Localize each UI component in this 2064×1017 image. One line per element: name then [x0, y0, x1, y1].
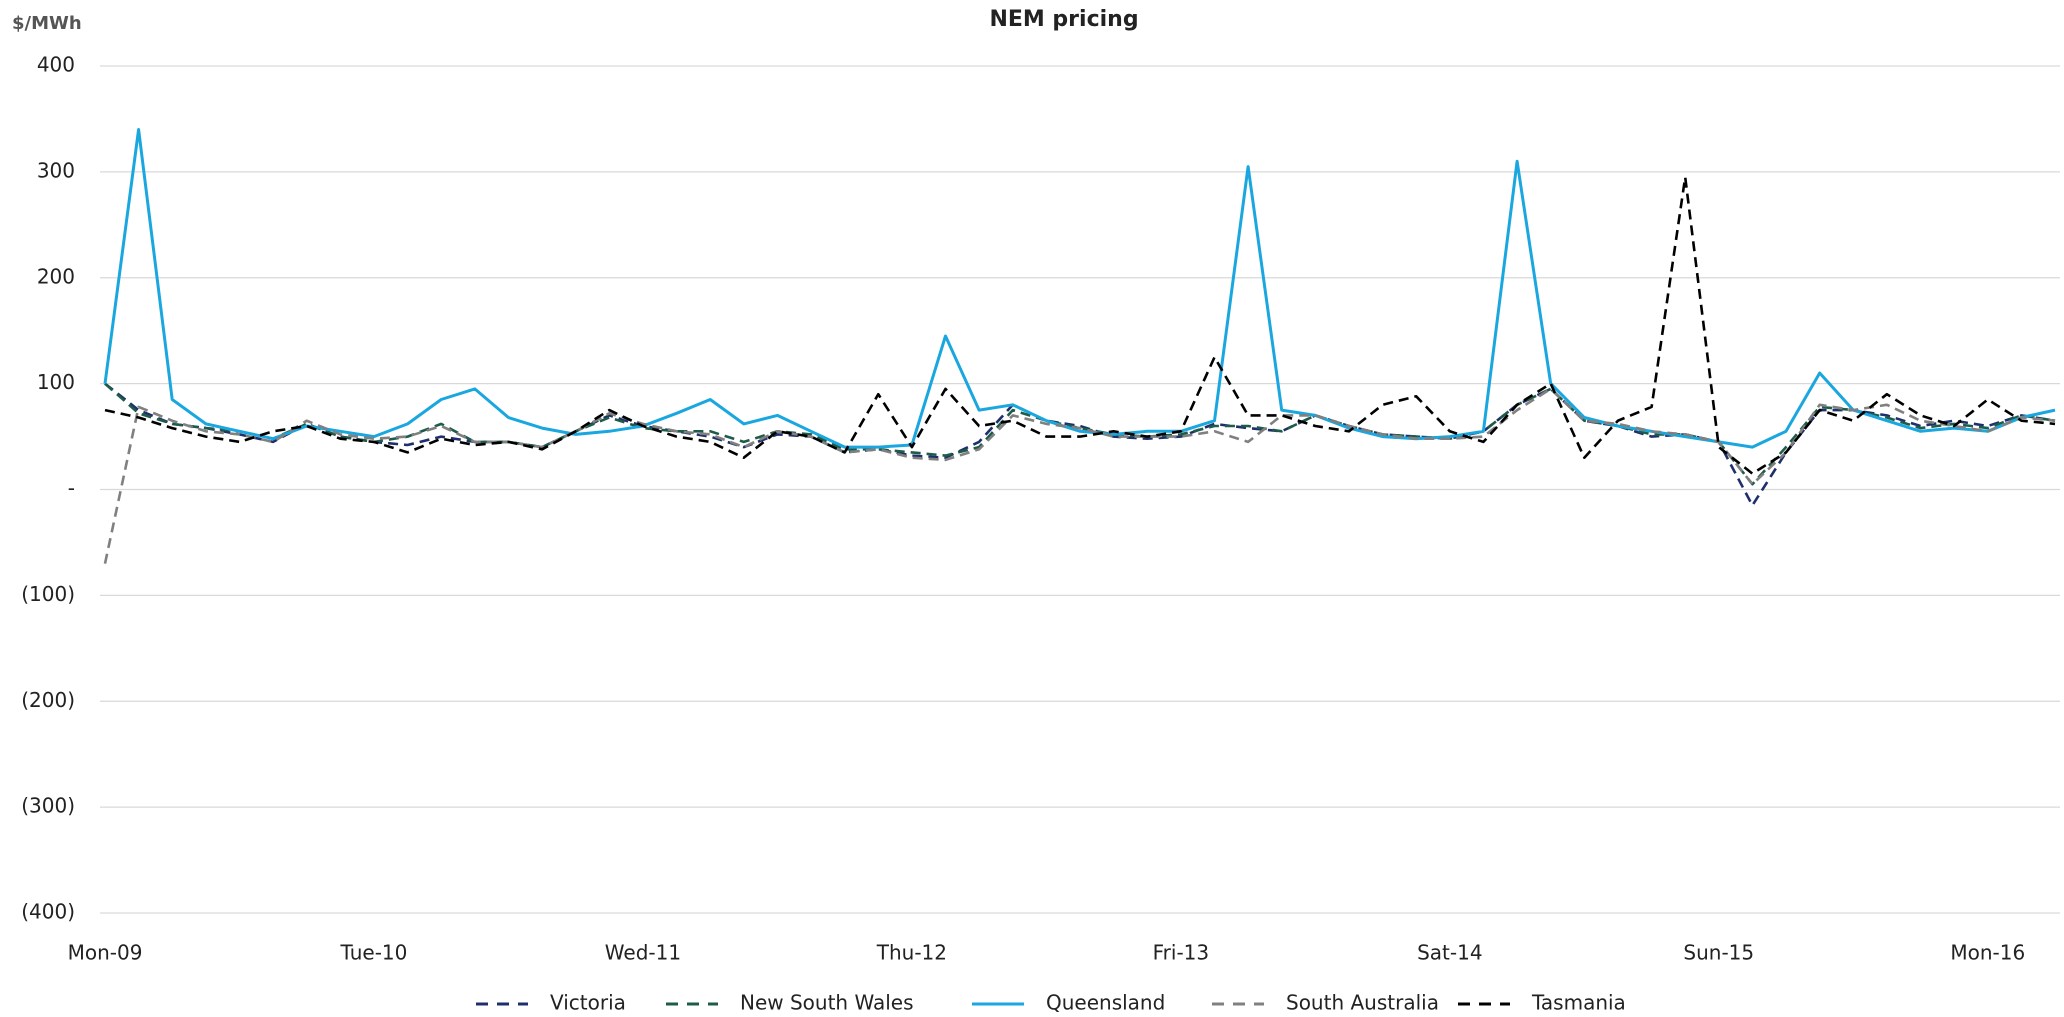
y-tick-label: - [68, 476, 75, 500]
y-tick-label: 100 [37, 370, 75, 394]
x-tick-label: Tue-10 [340, 941, 408, 965]
x-tick-label: Wed-11 [605, 941, 681, 965]
series-line [103, 387, 2056, 564]
y-tick-label: (400) [21, 900, 75, 924]
legend-label: New South Wales [740, 991, 914, 1015]
legend-label: South Australia [1286, 991, 1439, 1015]
series-line [104, 382, 2056, 507]
y-tick-label: (100) [21, 582, 75, 606]
x-tick-label: Fri-13 [1153, 941, 1210, 965]
y-tick-label: 300 [37, 158, 75, 182]
x-tick-label: Sun-15 [1683, 941, 1754, 965]
y-tick-label: 200 [37, 264, 75, 288]
legend-label: Tasmania [1531, 991, 1626, 1015]
x-tick-label: Thu-12 [876, 941, 947, 965]
series-line [103, 128, 2056, 449]
y-tick-label: (200) [21, 688, 75, 712]
chart-title: NEM pricing [989, 7, 1138, 32]
y-axis-label: $/MWh [12, 13, 82, 34]
x-tick-label: Mon-09 [68, 941, 143, 965]
series-line [104, 382, 2056, 486]
x-tick-label: Sat-14 [1417, 941, 1482, 965]
y-tick-label: (300) [21, 794, 75, 818]
series-line [104, 175, 2056, 475]
y-tick-label: 400 [37, 53, 75, 77]
x-tick-label: Mon-16 [1950, 941, 2025, 965]
legend-label: Queensland [1046, 991, 1165, 1015]
legend-label: Victoria [550, 991, 626, 1015]
